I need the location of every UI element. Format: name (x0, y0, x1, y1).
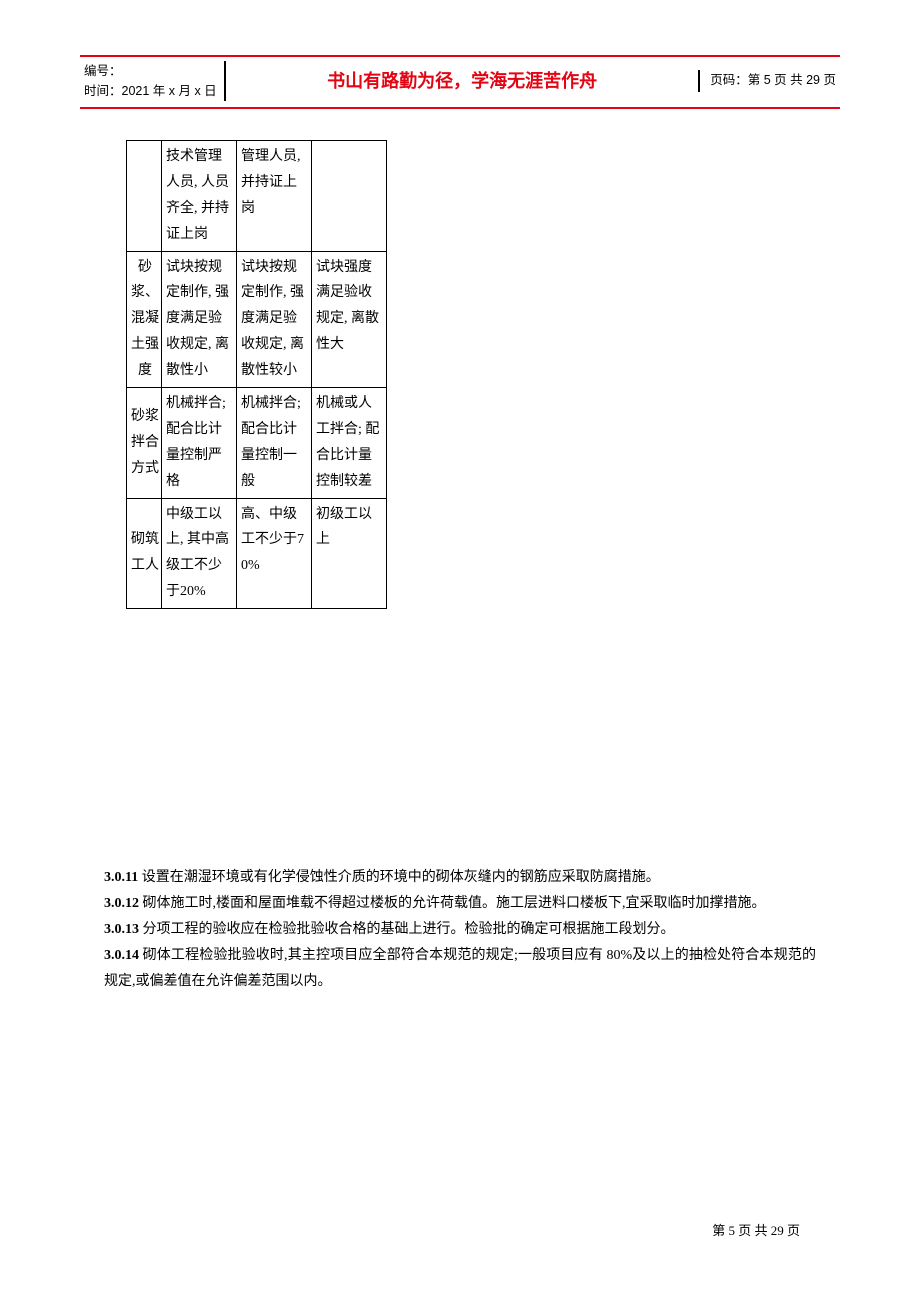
table-row: 砂浆、混凝土强度 试块按规定制作, 强度满足验收规定, 离散性小 试块按规定制作… (127, 251, 387, 387)
cell: 试块强度满足验收规定, 离散性大 (312, 251, 387, 387)
cell: 高、中级工不少于70% (237, 498, 312, 609)
row-label: 砌筑工人 (127, 498, 162, 609)
para-num: 3.0.11 (104, 870, 138, 885)
para-3-0-11: 3.0.11 设置在潮湿环境或有化学侵蚀性介质的环境中的砌体灰缝内的钢筋应采取防… (104, 865, 816, 891)
cell: 试块按规定制作, 强度满足验收规定, 离散性较小 (237, 251, 312, 387)
main-content: 技术管理人员, 人员齐全, 并持证上岗 管理人员, 并持证上岗 砂浆、混凝土强度… (126, 140, 406, 609)
body-paragraphs: 3.0.11 设置在潮湿环境或有化学侵蚀性介质的环境中的砌体灰缝内的钢筋应采取防… (104, 865, 816, 994)
para-3-0-13: 3.0.13 分项工程的验收应在检验批验收合格的基础上进行。检验批的确定可根据施… (104, 917, 816, 943)
page-footer: 第 5 页 共 29 页 (712, 1220, 800, 1242)
header-motto: 书山有路勤为径，学海无涯苦作舟 (230, 55, 694, 108)
cell: 试块按规定制作, 强度满足验收规定, 离散性小 (162, 251, 237, 387)
row-label (127, 141, 162, 252)
page-label: 页码：第 5 页 共 29 页 (698, 70, 836, 91)
header-left: 编号： 时间：2021 年 x 月 x 日 (80, 55, 230, 108)
cell: 机械拌合; 配合比计量控制一般 (237, 388, 312, 499)
spec-table: 技术管理人员, 人员齐全, 并持证上岗 管理人员, 并持证上岗 砂浆、混凝土强度… (126, 140, 387, 609)
table-row: 技术管理人员, 人员齐全, 并持证上岗 管理人员, 并持证上岗 (127, 141, 387, 252)
para-text: 分项工程的验收应在检验批验收合格的基础上进行。检验批的确定可根据施工段划分。 (139, 922, 675, 937)
cell: 中级工以上, 其中高级工不少于20% (162, 498, 237, 609)
para-text: 设置在潮湿环境或有化学侵蚀性介质的环境中的砌体灰缝内的钢筋应采取防腐措施。 (138, 870, 660, 885)
cell (312, 141, 387, 252)
cell: 机械拌合; 配合比计量控制严格 (162, 388, 237, 499)
para-3-0-14: 3.0.14 砌体工程检验批验收时,其主控项目应全部符合本规范的规定;一般项目应… (104, 943, 816, 995)
cell: 初级工以上 (312, 498, 387, 609)
time-label: 时间：2021 年 x 月 x 日 (84, 81, 218, 101)
para-3-0-12: 3.0.12 砌体施工时,楼面和屋面堆载不得超过楼板的允许荷载值。施工层进料口楼… (104, 891, 816, 917)
row-label: 砂浆拌合方式 (127, 388, 162, 499)
cell: 管理人员, 并持证上岗 (237, 141, 312, 252)
page-header: 编号： 时间：2021 年 x 月 x 日 书山有路勤为径，学海无涯苦作舟 页码… (80, 55, 840, 109)
table-row: 砂浆拌合方式 机械拌合; 配合比计量控制严格 机械拌合; 配合比计量控制一般 机… (127, 388, 387, 499)
row-label: 砂浆、混凝土强度 (127, 251, 162, 387)
para-num: 3.0.12 (104, 896, 139, 911)
para-num: 3.0.14 (104, 948, 139, 963)
cell: 机械或人工拌合; 配合比计量控制较差 (312, 388, 387, 499)
header-right: 页码：第 5 页 共 29 页 (694, 55, 840, 108)
cell: 技术管理人员, 人员齐全, 并持证上岗 (162, 141, 237, 252)
para-text: 砌体施工时,楼面和屋面堆载不得超过楼板的允许荷载值。施工层进料口楼板下,宜采取临… (139, 896, 766, 911)
para-text: 砌体工程检验批验收时,其主控项目应全部符合本规范的规定;一般项目应有 80%及以… (104, 948, 816, 989)
para-num: 3.0.13 (104, 922, 139, 937)
serial-label: 编号： (84, 61, 218, 81)
table-row: 砌筑工人 中级工以上, 其中高级工不少于20% 高、中级工不少于70% 初级工以… (127, 498, 387, 609)
